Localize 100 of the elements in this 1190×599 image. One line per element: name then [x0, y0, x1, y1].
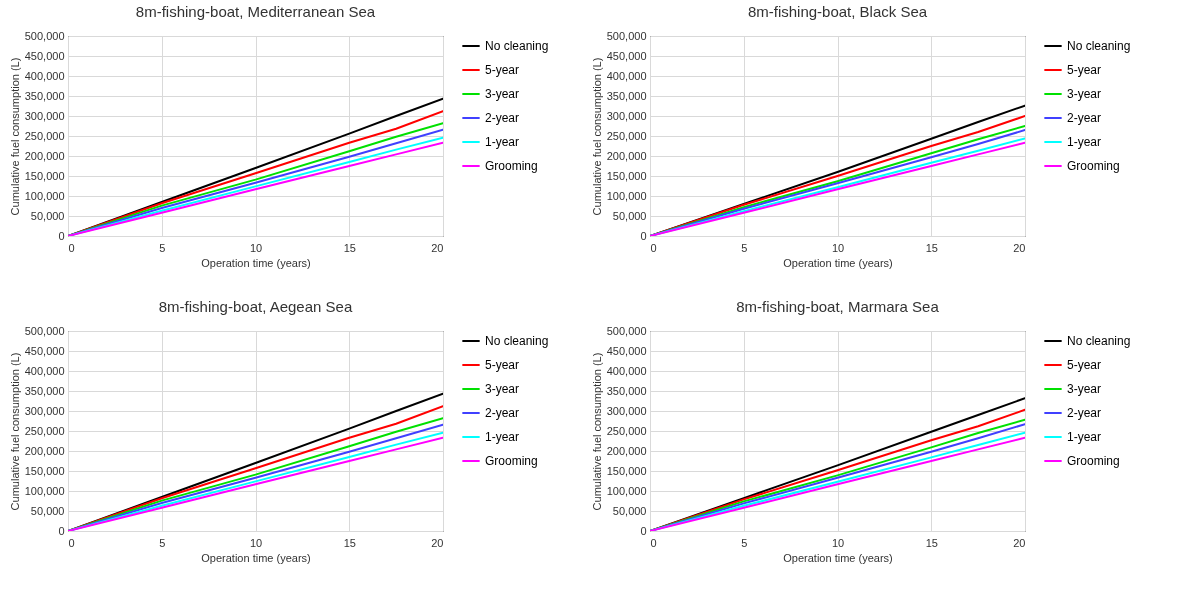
y-tick-label: 200,000	[24, 149, 65, 162]
x-axis-title: Operation time (years)	[783, 256, 893, 269]
y-tick-label: 0	[640, 524, 647, 537]
x-axis-title: Operation time (years)	[201, 256, 311, 269]
y-tick-label: 50,000	[30, 504, 65, 517]
legend-label: Grooming	[485, 159, 538, 173]
y-tick-label: 150,000	[24, 464, 65, 477]
y-tick-label: 300,000	[24, 404, 65, 417]
y-tick-label: 450,000	[24, 49, 65, 62]
y-tick-label: 100,000	[606, 484, 647, 497]
y-tick-label: 250,000	[24, 424, 65, 437]
y-tick-label: 250,000	[606, 129, 647, 142]
legend-label: Grooming	[485, 454, 538, 468]
x-tick-label: 20	[431, 536, 444, 549]
x-tick-label: 5	[159, 241, 166, 254]
chart-title: 8m-fishing-boat, Marmara Sea	[736, 298, 940, 315]
y-tick-label: 450,000	[24, 344, 65, 357]
y-tick-label: 100,000	[606, 189, 647, 202]
chart-title: 8m-fishing-boat, Black Sea	[747, 3, 928, 20]
legend-label: 5-year	[1067, 358, 1102, 372]
legend-label: 3-year	[485, 87, 520, 101]
y-tick-label: 500,000	[606, 324, 647, 337]
y-tick-label: 200,000	[606, 149, 647, 162]
y-tick-label: 200,000	[24, 444, 65, 457]
legend-label: 5-year	[485, 63, 520, 77]
y-tick-label: 150,000	[606, 169, 647, 182]
y-tick-label: 400,000	[24, 364, 65, 377]
legend-label: 3-year	[485, 382, 520, 396]
y-tick-label: 500,000	[24, 324, 65, 337]
y-axis-title: Cumulative fuel consumption (L)	[8, 57, 21, 216]
x-tick-label: 0	[650, 241, 657, 254]
x-tick-label: 20	[431, 241, 444, 254]
legend-label: No cleaning	[485, 39, 549, 53]
x-tick-label: 20	[1013, 241, 1026, 254]
legend-label: 2-year	[485, 111, 520, 125]
legend-label: 2-year	[485, 406, 520, 420]
x-tick-label: 15	[925, 536, 938, 549]
y-tick-label: 300,000	[606, 404, 647, 417]
x-tick-label: 0	[68, 241, 75, 254]
legend-label: Grooming	[1067, 454, 1120, 468]
legend-label: 2-year	[1067, 111, 1102, 125]
x-axis-title: Operation time (years)	[201, 551, 311, 564]
y-tick-label: 50,000	[612, 504, 647, 517]
x-tick-label: 5	[741, 241, 748, 254]
y-tick-label: 350,000	[24, 384, 65, 397]
legend-label: 5-year	[1067, 63, 1102, 77]
y-tick-label: 400,000	[24, 69, 65, 82]
x-tick-label: 10	[831, 536, 845, 549]
legend-label: No cleaning	[1067, 334, 1131, 348]
x-tick-label: 10	[249, 536, 263, 549]
x-tick-label: 5	[159, 536, 166, 549]
legend-label: 3-year	[1067, 87, 1102, 101]
legend-label: 5-year	[485, 358, 520, 372]
y-tick-label: 400,000	[606, 364, 647, 377]
x-tick-label: 15	[925, 241, 938, 254]
y-tick-label: 450,000	[606, 344, 647, 357]
x-tick-label: 0	[650, 536, 657, 549]
y-tick-label: 0	[58, 229, 65, 242]
y-tick-label: 250,000	[24, 129, 65, 142]
y-tick-label: 100,000	[24, 484, 65, 497]
y-tick-label: 350,000	[606, 89, 647, 102]
legend-label: No cleaning	[1067, 39, 1131, 53]
y-tick-label: 500,000	[606, 29, 647, 42]
y-axis-title: Cumulative fuel consumption (L)	[590, 57, 603, 216]
chart-title: 8m-fishing-boat, Mediterranean Sea	[135, 3, 376, 20]
x-tick-label: 20	[1013, 536, 1026, 549]
legend-label: 1-year	[1067, 430, 1102, 444]
legend-label: 1-year	[485, 135, 520, 149]
y-tick-label: 250,000	[606, 424, 647, 437]
chart-title: 8m-fishing-boat, Aegean Sea	[158, 298, 353, 315]
x-tick-label: 15	[343, 241, 356, 254]
y-tick-label: 100,000	[24, 189, 65, 202]
legend-label: 2-year	[1067, 406, 1102, 420]
y-tick-label: 500,000	[24, 29, 65, 42]
legend-label: 1-year	[485, 430, 520, 444]
y-axis-title: Cumulative fuel consumption (L)	[8, 352, 21, 511]
y-tick-label: 200,000	[606, 444, 647, 457]
y-tick-label: 450,000	[606, 49, 647, 62]
x-tick-label: 5	[741, 536, 748, 549]
y-tick-label: 50,000	[30, 209, 65, 222]
x-tick-label: 15	[343, 536, 356, 549]
x-tick-label: 10	[249, 241, 263, 254]
y-tick-label: 350,000	[24, 89, 65, 102]
legend-label: 1-year	[1067, 135, 1102, 149]
y-tick-label: 300,000	[606, 109, 647, 122]
legend-label: 3-year	[1067, 382, 1102, 396]
x-tick-label: 10	[831, 241, 845, 254]
y-tick-label: 0	[640, 229, 647, 242]
legend-label: Grooming	[1067, 159, 1120, 173]
y-tick-label: 50,000	[612, 209, 647, 222]
y-tick-label: 0	[58, 524, 65, 537]
y-axis-title: Cumulative fuel consumption (L)	[590, 352, 603, 511]
x-tick-label: 0	[68, 536, 75, 549]
y-tick-label: 300,000	[24, 109, 65, 122]
y-tick-label: 400,000	[606, 69, 647, 82]
legend-label: No cleaning	[485, 334, 549, 348]
y-tick-label: 150,000	[24, 169, 65, 182]
x-axis-title: Operation time (years)	[783, 551, 893, 564]
y-tick-label: 150,000	[606, 464, 647, 477]
y-tick-label: 350,000	[606, 384, 647, 397]
